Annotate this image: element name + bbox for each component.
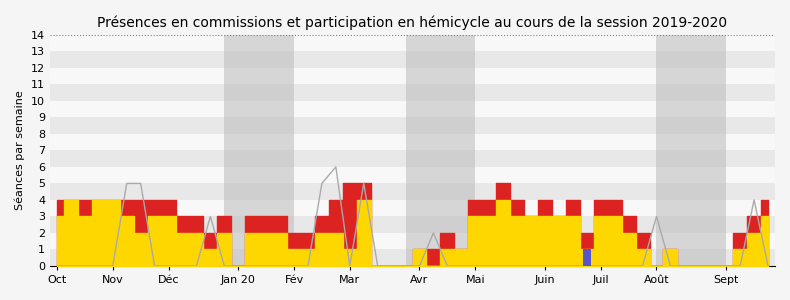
Bar xyxy=(50,216,775,233)
Bar xyxy=(50,167,775,183)
Bar xyxy=(50,134,775,150)
Bar xyxy=(50,183,775,200)
Bar xyxy=(582,250,591,266)
Bar xyxy=(50,51,775,68)
Bar xyxy=(50,150,775,167)
Bar xyxy=(50,68,775,84)
Bar xyxy=(50,250,775,266)
Bar xyxy=(656,35,726,266)
Bar xyxy=(50,200,775,216)
Bar xyxy=(50,35,775,51)
Bar xyxy=(50,233,775,250)
Bar xyxy=(405,35,476,266)
Bar xyxy=(50,84,775,101)
Bar xyxy=(50,117,775,134)
Bar xyxy=(50,101,775,117)
Bar xyxy=(224,35,294,266)
Y-axis label: Séances par semaine: Séances par semaine xyxy=(15,91,25,210)
Title: Présences en commissions et participation en hémicycle au cours de la session 20: Présences en commissions et participatio… xyxy=(97,15,728,29)
